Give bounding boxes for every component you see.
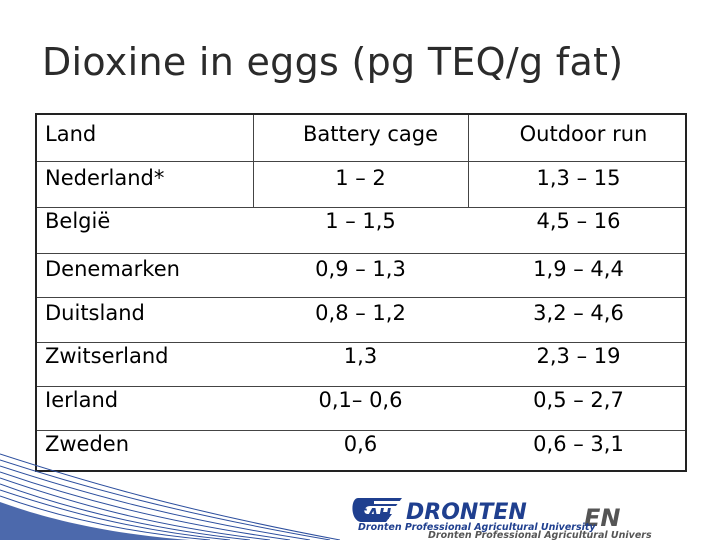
ghost-tagline: Dronten Professional Agricultural Univer… xyxy=(428,530,652,540)
row-divider xyxy=(37,386,685,387)
table-row: België 1 – 1,5 4,5 – 16 xyxy=(37,207,685,253)
row-divider xyxy=(37,161,685,162)
logo-prefix: CAH xyxy=(356,505,392,523)
row-divider xyxy=(37,342,685,343)
row-battery-cage: 1,3 xyxy=(343,344,378,368)
row-outdoor-run: 3,2 – 4,6 xyxy=(533,301,624,325)
row-land: België xyxy=(45,209,111,233)
row-divider xyxy=(37,207,685,208)
row-outdoor-run: 1,3 – 15 xyxy=(536,166,621,190)
logo-graphic: EN Dronten Professional Agricultural Uni… xyxy=(352,498,666,541)
cah-dronten-logo: EN Dronten Professional Agricultural Uni… xyxy=(352,492,666,541)
row-outdoor-run: 2,3 – 19 xyxy=(536,344,621,368)
row-outdoor-run: 1,9 – 4,4 xyxy=(533,257,624,281)
row-divider xyxy=(37,430,685,431)
row-battery-cage: 0,8 – 1,2 xyxy=(315,301,406,325)
row-battery-cage: 1 – 1,5 xyxy=(325,209,396,233)
row-battery-cage: 0,1– 0,6 xyxy=(318,388,403,412)
table-header-row: Land Battery cage Outdoor run xyxy=(37,115,685,161)
row-outdoor-run: 4,5 – 16 xyxy=(536,209,621,233)
header-land: Land xyxy=(45,122,97,146)
decorative-stripes xyxy=(0,453,340,540)
row-land: Denemarken xyxy=(45,257,180,281)
row-divider xyxy=(37,297,685,298)
table-row: Duitsland 0,8 – 1,2 3,2 – 4,6 xyxy=(37,297,685,342)
table-row: Ierland 0,1– 0,6 0,5 – 2,7 xyxy=(37,386,685,430)
row-divider xyxy=(37,253,685,254)
header-outdoor-run: Outdoor run xyxy=(519,122,648,146)
row-land: Duitsland xyxy=(45,301,145,325)
table-row: Denemarken 0,9 – 1,3 1,9 – 4,4 xyxy=(37,253,685,297)
row-battery-cage: 1 – 2 xyxy=(335,166,386,190)
logo-text: DRONTEN xyxy=(406,500,527,525)
ghost-logo-text: EN xyxy=(584,504,620,532)
table-row: Nederland* 1 – 2 1,3 – 15 xyxy=(37,161,685,207)
table-row: Zwitserland 1,3 2,3 – 19 xyxy=(37,342,685,386)
header-battery-cage: Battery cage xyxy=(302,122,439,146)
row-outdoor-run: 0,6 – 3,1 xyxy=(533,432,624,456)
logo-tagline: Dronten Professional Agricultural Univer… xyxy=(358,522,596,533)
row-land: Zwitserland xyxy=(45,344,169,368)
row-outdoor-run: 0,5 – 2,7 xyxy=(533,388,624,412)
row-battery-cage: 0,9 – 1,3 xyxy=(315,257,406,281)
table-row: Zweden 0,6 0,6 – 3,1 xyxy=(37,430,685,472)
row-battery-cage: 0,6 xyxy=(343,432,378,456)
dioxine-table: Land Battery cage Outdoor run Nederland*… xyxy=(35,113,687,472)
row-land: Nederland* xyxy=(45,166,165,190)
row-land: Zweden xyxy=(45,432,130,456)
slide-title: Dioxine in eggs (pg TEQ/g fat) xyxy=(42,40,624,84)
row-land: Ierland xyxy=(45,388,119,412)
